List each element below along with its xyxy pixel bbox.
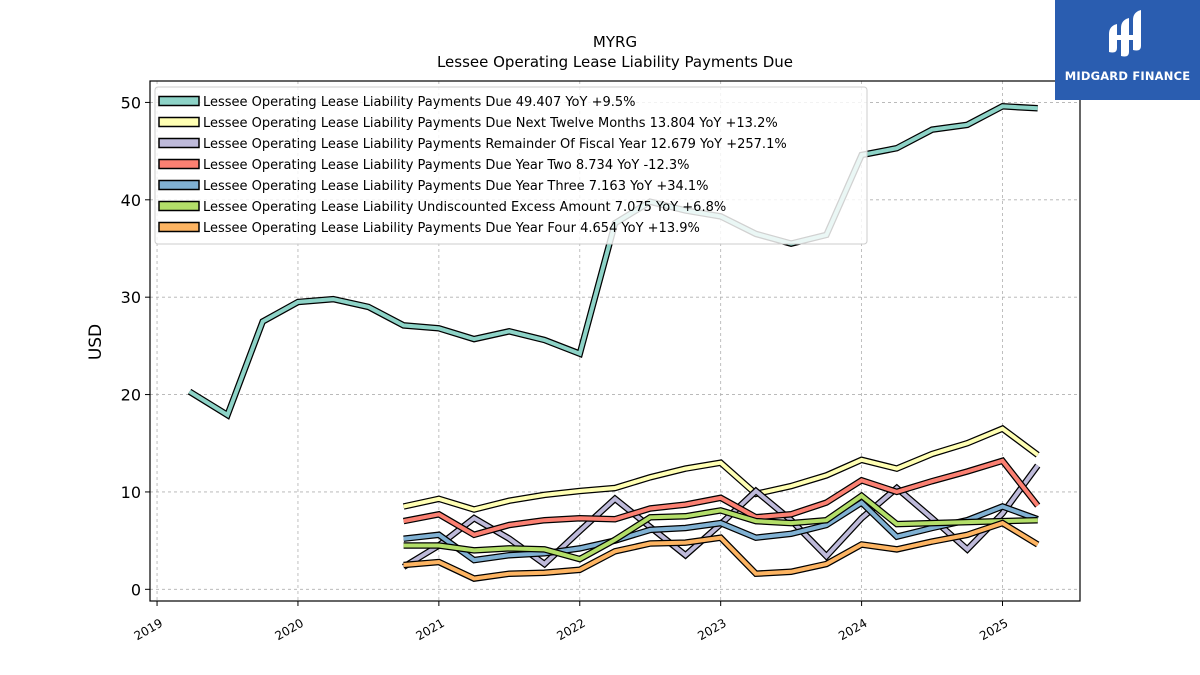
legend-label: Lessee Operating Lease Liability Payment…: [203, 116, 778, 131]
legend-label: Lessee Operating Lease Liability Payment…: [203, 137, 787, 152]
y-tick-label: 0: [131, 580, 141, 599]
legend-label: Lessee Operating Lease Liability Payment…: [203, 221, 700, 236]
y-axis-label: USD: [86, 324, 106, 360]
y-tick-label: 20: [121, 386, 141, 405]
series-7: [403, 519, 1040, 582]
y-tick-label: 30: [121, 288, 141, 307]
series-line: [403, 500, 1039, 563]
legend-swatch: [158, 221, 200, 233]
legend-swatch: [158, 95, 200, 107]
legend-label: Lessee Operating Lease Liability Payment…: [203, 158, 689, 173]
y-tick-label: 50: [121, 93, 141, 112]
midgard-logo-icon: [1109, 10, 1141, 57]
series-2: [402, 424, 1040, 513]
brand-logo: MIDGARD FINANCE: [1055, 0, 1200, 100]
series-4: [402, 457, 1041, 539]
x-tick-label: 2022: [554, 616, 587, 643]
x-tick-label: 2023: [695, 616, 728, 643]
series-line: [403, 493, 1038, 562]
x-tick-label: 2021: [413, 616, 446, 643]
legend-swatch: [158, 137, 200, 149]
legend-swatch: [158, 116, 200, 128]
legend-label: Lessee Operating Lease Liability Payment…: [203, 179, 709, 194]
series-line: [403, 458, 1040, 537]
series-6: [403, 491, 1038, 563]
x-tick-label: 2019: [132, 616, 165, 643]
legend-label: Lessee Operating Lease Liability Undisco…: [203, 200, 726, 215]
chart-subtitle: Lessee Operating Lease Liability Payment…: [437, 53, 793, 71]
series-line: [403, 520, 1039, 581]
chart-title: MYRG: [593, 33, 637, 51]
x-tick-label: 2020: [273, 616, 306, 643]
brand-name: MIDGARD FINANCE: [1064, 69, 1191, 83]
legend-swatch: [158, 158, 200, 170]
plot-frame: [149, 80, 1081, 602]
x-tick-label: 2025: [977, 616, 1010, 643]
series-5: [403, 498, 1039, 564]
legend-swatch: [158, 179, 200, 191]
legend-label: Lessee Operating Lease Liability Payment…: [203, 95, 636, 110]
y-tick-label: 40: [121, 191, 141, 210]
y-tick-label: 10: [121, 483, 141, 502]
series-line: [403, 426, 1039, 512]
legend-box: [154, 86, 868, 245]
legend: Lessee Operating Lease Liability Payment…: [154, 86, 868, 245]
x-tick-label: 2024: [836, 616, 869, 643]
legend-swatch: [158, 200, 200, 212]
